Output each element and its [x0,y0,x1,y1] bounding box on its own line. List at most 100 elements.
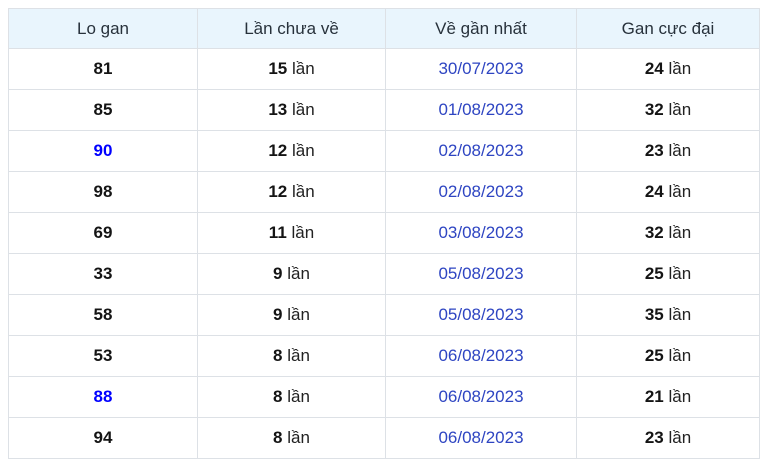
lo-gan-cell: 94 [8,417,198,459]
gan-cuc-dai-cell: 25 lần [576,335,760,377]
count-number: 24 [644,59,664,78]
lo-gan-number: 98 [93,182,113,201]
date-link[interactable]: 02/08/2023 [438,141,524,160]
table-row: 94 8 lần 06/08/2023 23 lần [8,417,760,459]
ve-gan-nhat-cell: 03/08/2023 [385,212,577,254]
count-unit: lần [663,387,692,406]
lo-gan-cell: 81 [8,48,198,90]
table-row: 33 9 lần 05/08/2023 25 lần [8,253,760,295]
table-row: 69 11 lần 03/08/2023 32 lần [8,212,760,254]
count-number: 9 [273,264,283,283]
count-number: 35 [644,305,664,324]
header-lo-gan: Lo gan [8,8,198,49]
count-number: 32 [644,223,664,242]
count-unit: lần [282,264,310,283]
count-unit: lần [663,141,692,160]
lan-chua-ve-cell: 15 lần [197,48,386,90]
gan-cuc-dai-cell: 35 lần [576,294,760,336]
lan-chua-ve-cell: 8 lần [197,376,386,418]
count-unit: lần [663,182,692,201]
ve-gan-nhat-cell: 01/08/2023 [385,89,577,131]
date-link[interactable]: 06/08/2023 [438,387,524,406]
count-unit: lần [663,100,692,119]
count-number: 8 [273,428,283,447]
table-row: 58 9 lần 05/08/2023 35 lần [8,294,760,336]
lan-chua-ve-cell: 13 lần [197,89,386,131]
lo-gan-table: Lo gan Lần chưa về Về gần nhất Gan cực đ… [8,8,760,459]
lo-gan-cell: 88 [8,376,198,418]
lo-gan-cell: 33 [8,253,198,295]
count-number: 15 [268,59,288,78]
lan-chua-ve-cell: 9 lần [197,294,386,336]
ve-gan-nhat-cell: 02/08/2023 [385,130,577,172]
date-link[interactable]: 02/08/2023 [438,182,524,201]
table-row: 90 12 lần 02/08/2023 23 lần [8,130,760,172]
count-unit: lần [663,264,692,283]
count-unit: lần [282,305,310,324]
count-number: 8 [273,387,283,406]
lo-gan-number-link[interactable]: 88 [93,387,113,406]
count-unit: lần [287,100,315,119]
count-unit: lần [287,182,315,201]
date-link[interactable]: 30/07/2023 [438,59,524,78]
count-number: 23 [644,141,664,160]
lo-gan-number: 33 [93,264,113,283]
count-unit: lần [663,428,692,447]
ve-gan-nhat-cell: 05/08/2023 [385,253,577,295]
count-number: 24 [644,182,664,201]
lan-chua-ve-cell: 8 lần [197,335,386,377]
table-header: Lo gan Lần chưa về Về gần nhất Gan cực đ… [8,8,760,49]
date-link[interactable]: 06/08/2023 [438,346,524,365]
count-unit: lần [282,428,310,447]
date-link[interactable]: 01/08/2023 [438,100,524,119]
table-row: 85 13 lần 01/08/2023 32 lần [8,89,760,131]
header-gan-cuc-dai: Gan cực đại [576,8,760,49]
count-unit: lần [282,387,310,406]
count-number: 13 [268,100,288,119]
count-unit: lần [286,223,315,242]
table-row: 88 8 lần 06/08/2023 21 lần [8,376,760,418]
gan-cuc-dai-cell: 24 lần [576,171,760,213]
table-row: 53 8 lần 06/08/2023 25 lần [8,335,760,377]
ve-gan-nhat-cell: 02/08/2023 [385,171,577,213]
lo-gan-number: 94 [93,428,113,447]
lo-gan-number: 69 [93,223,113,242]
ve-gan-nhat-cell: 06/08/2023 [385,335,577,377]
ve-gan-nhat-cell: 06/08/2023 [385,417,577,459]
lo-gan-cell: 98 [8,171,198,213]
count-number: 25 [644,346,664,365]
ve-gan-nhat-cell: 06/08/2023 [385,376,577,418]
count-unit: lần [287,141,315,160]
count-number: 8 [273,346,283,365]
lo-gan-cell: 58 [8,294,198,336]
gan-cuc-dai-cell: 32 lần [576,212,760,254]
lan-chua-ve-cell: 11 lần [197,212,386,254]
gan-cuc-dai-cell: 23 lần [576,417,760,459]
count-unit: lần [663,305,692,324]
lo-gan-cell: 85 [8,89,198,131]
date-link[interactable]: 06/08/2023 [438,428,524,447]
header-lan-chua-ve: Lần chưa về [197,8,386,49]
count-unit: lần [287,59,315,78]
count-number: 23 [644,428,664,447]
lo-gan-cell: 69 [8,212,198,254]
date-link[interactable]: 05/08/2023 [438,264,524,283]
date-link[interactable]: 05/08/2023 [438,305,524,324]
lo-gan-number-link[interactable]: 90 [93,141,113,160]
date-link[interactable]: 03/08/2023 [438,223,524,242]
lo-gan-cell: 90 [8,130,198,172]
lo-gan-number: 58 [93,305,113,324]
count-number: 9 [273,305,283,324]
lo-gan-number: 53 [93,346,113,365]
lan-chua-ve-cell: 12 lần [197,130,386,172]
count-unit: lần [663,59,692,78]
lo-gan-number: 81 [93,59,113,78]
table-body: 81 15 lần 30/07/2023 24 lần 85 13 lần 01/08/20… [8,48,760,459]
count-number: 25 [644,264,664,283]
count-number: 12 [268,182,288,201]
table-row: 81 15 lần 30/07/2023 24 lần [8,48,760,90]
table-row: 98 12 lần 02/08/2023 24 lần [8,171,760,213]
gan-cuc-dai-cell: 21 lần [576,376,760,418]
lo-gan-number: 85 [93,100,113,119]
